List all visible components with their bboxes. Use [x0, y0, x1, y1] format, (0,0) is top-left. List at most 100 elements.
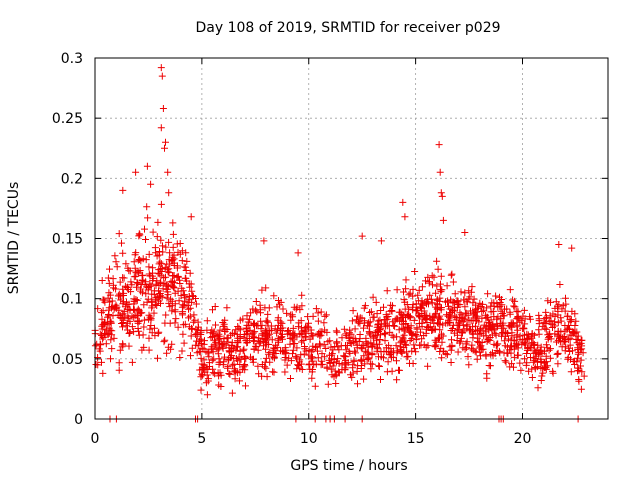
- data-point: [120, 289, 128, 297]
- data-point: [573, 328, 581, 336]
- data-point: [119, 341, 127, 349]
- y-tick-label: 0.3: [61, 51, 83, 67]
- data-point: [402, 276, 410, 284]
- data-point: [342, 361, 350, 369]
- peak-point: [143, 162, 151, 170]
- data-point: [139, 255, 147, 263]
- data-point: [149, 228, 157, 236]
- data-point: [413, 324, 421, 332]
- peak-point: [159, 105, 167, 112]
- data-point: [317, 331, 325, 339]
- data-point: [348, 373, 356, 381]
- data-point: [138, 346, 146, 354]
- data-point: [397, 339, 405, 347]
- data-point: [117, 296, 125, 304]
- data-point: [438, 354, 446, 362]
- data-point: [183, 257, 191, 265]
- data-point: [156, 248, 163, 255]
- data-point: [557, 317, 565, 325]
- data-point: [477, 342, 485, 350]
- data-point: [415, 286, 423, 294]
- data-point: [509, 296, 517, 304]
- data-point: [287, 375, 294, 382]
- data-point: [212, 321, 219, 329]
- data-point: [338, 366, 346, 374]
- data-point: [445, 318, 453, 326]
- data-point: [426, 312, 434, 320]
- data-point: [273, 343, 281, 351]
- data-point: [289, 350, 296, 358]
- data-point: [118, 320, 125, 327]
- data-point: [551, 312, 559, 320]
- peak-point: [436, 168, 444, 176]
- data-point: [537, 343, 545, 351]
- data-point: [572, 335, 580, 343]
- data-point: [242, 337, 250, 345]
- data-point: [404, 352, 412, 360]
- data-point: [287, 311, 295, 319]
- data-point: [427, 315, 435, 323]
- x-tick-label: 0: [91, 431, 100, 447]
- peak-point: [165, 189, 173, 197]
- data-point: [413, 332, 421, 340]
- data-point: [209, 348, 217, 356]
- data-point: [107, 318, 115, 326]
- data-point: [151, 324, 158, 332]
- data-point: [228, 361, 236, 369]
- data-point: [473, 312, 481, 320]
- peak-point: [260, 237, 268, 245]
- data-point: [492, 292, 500, 300]
- data-point: [334, 355, 342, 363]
- data-point: [298, 331, 306, 339]
- data-point: [521, 355, 529, 363]
- data-point: [542, 341, 550, 349]
- data-point: [332, 380, 340, 387]
- data-point: [382, 344, 390, 352]
- data-point: [188, 298, 196, 306]
- y-tick-label: 0.2: [61, 171, 83, 187]
- data-point: [457, 337, 465, 345]
- data-point: [181, 297, 189, 305]
- data-point: [503, 349, 511, 357]
- data-point: [254, 362, 262, 370]
- data-point: [534, 384, 542, 392]
- data-point: [542, 308, 550, 316]
- data-point: [314, 309, 322, 317]
- data-point: [501, 357, 509, 365]
- data-point: [453, 297, 461, 305]
- data-point: [145, 315, 153, 323]
- data-point: [564, 355, 572, 363]
- data-point: [447, 346, 455, 354]
- data-point: [233, 343, 241, 351]
- x-tick-label: 5: [197, 431, 206, 447]
- data-point: [546, 354, 554, 362]
- data-point: [152, 249, 160, 257]
- data-point: [337, 342, 345, 350]
- data-point: [323, 364, 331, 372]
- data-point: [564, 324, 572, 332]
- data-point: [532, 354, 540, 362]
- data-point: [215, 332, 223, 340]
- data-point: [436, 348, 444, 355]
- data-point: [401, 340, 409, 348]
- data-point: [412, 331, 420, 338]
- data-point: [166, 319, 174, 327]
- data-point: [115, 359, 123, 367]
- data-point: [388, 367, 396, 375]
- data-point: [124, 312, 132, 320]
- data-point: [437, 272, 445, 280]
- data-point: [402, 320, 410, 327]
- data-point: [128, 323, 136, 331]
- data-point: [98, 315, 106, 323]
- y-tick-label: 0.05: [52, 352, 83, 368]
- data-point: [326, 337, 334, 345]
- data-point: [278, 333, 286, 341]
- axis-tick-labels: 0 0.05 0.1 0.15 0.2 0.25 0.3 0 5 10 15 20: [52, 51, 532, 447]
- data-point: [160, 274, 168, 282]
- data-point: [400, 296, 408, 304]
- data-point: [516, 318, 524, 326]
- data-point: [203, 317, 211, 325]
- data-point: [410, 316, 418, 324]
- data-point: [141, 225, 148, 233]
- data-point: [342, 346, 350, 354]
